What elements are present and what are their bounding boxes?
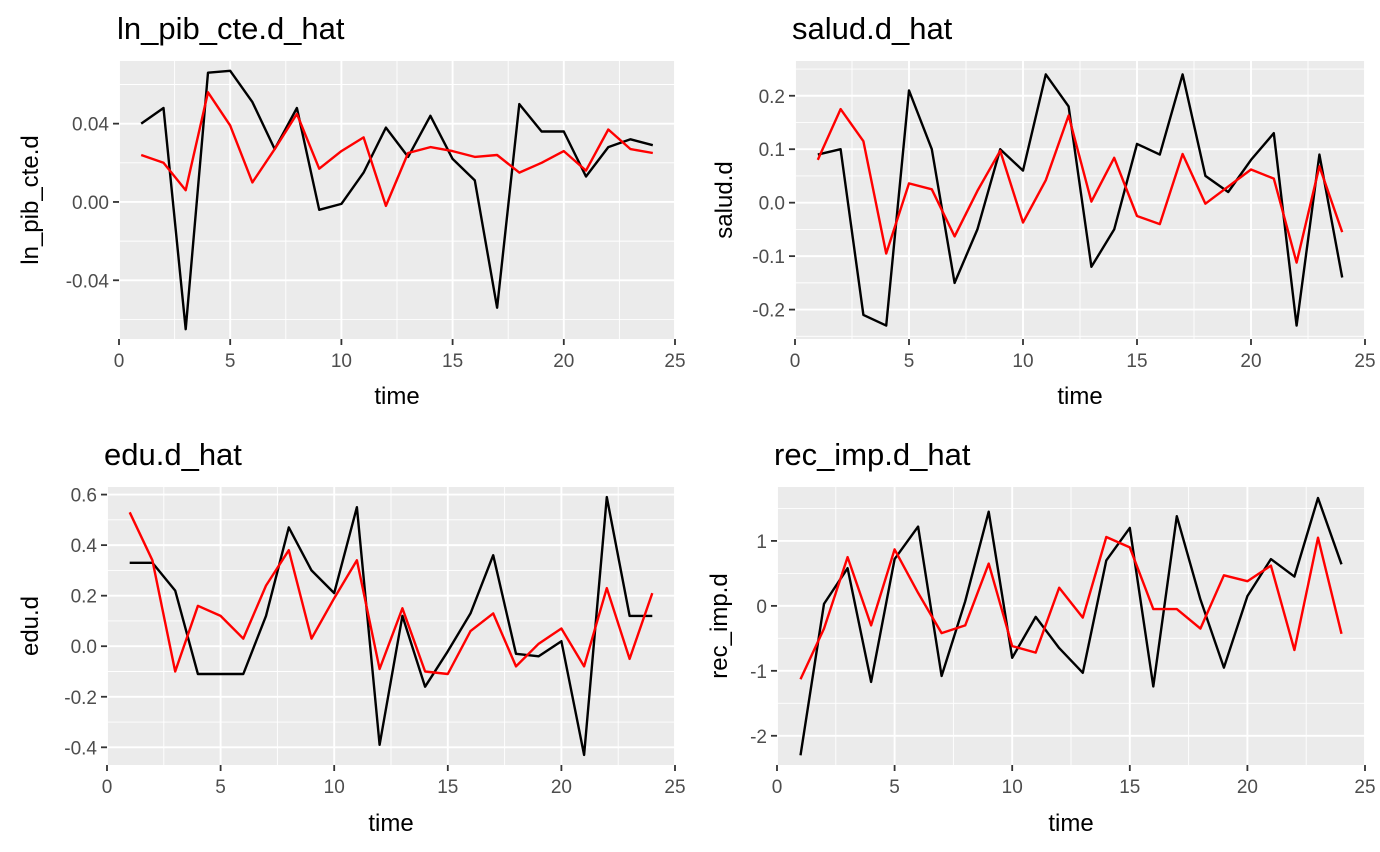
y-axis-title: edu.d xyxy=(17,596,44,656)
series-line-observed xyxy=(817,73,1344,327)
x-tick-label: 10 xyxy=(331,351,352,372)
x-tick-label: 10 xyxy=(1012,351,1033,372)
grid-lines xyxy=(118,61,676,339)
y-tick-label: 0.0 xyxy=(71,637,97,658)
panel-1: 0 5 10 15 20 25 -0.04 0.00 0.04 ln_pib_cte.d_hatt… xyxy=(17,11,686,410)
y-tick-label: -0.04 xyxy=(66,271,110,292)
panel-3: 0 5 10 15 20 25 -0.4 -0.2 0.0 0.2 0.4 0.6 edu.d_hatt… xyxy=(17,437,686,837)
x-axis-title: time xyxy=(1057,383,1102,410)
y-tick-label: 0.04 xyxy=(72,115,109,136)
panel-title: rec_imp.d_hat xyxy=(774,437,971,472)
y-tick-label: 0.6 xyxy=(71,486,97,507)
series-line-fitted xyxy=(128,511,654,676)
x-tick-label: 5 xyxy=(215,777,226,798)
x-axis-title: time xyxy=(374,383,419,410)
x-tick-label: 15 xyxy=(442,351,463,372)
x-tick-label: 5 xyxy=(904,351,915,372)
panel-title: ln_pib_cte.d_hat xyxy=(117,11,345,46)
y-tick-label: 0.0 xyxy=(759,194,785,215)
grid-lines xyxy=(106,487,676,765)
x-tick-label: 0 xyxy=(102,777,113,798)
grid-lines xyxy=(794,61,1366,339)
y-axis-title: rec_imp.d xyxy=(706,573,733,678)
x-tick-label: 20 xyxy=(551,777,572,798)
x-tick-label: 25 xyxy=(1354,777,1375,798)
y-tick-label: -2 xyxy=(750,727,767,748)
x-axis-title: time xyxy=(1048,810,1093,837)
grid-lines xyxy=(776,487,1366,765)
y-axis-title: salud.d xyxy=(711,161,738,238)
x-tick-label: 20 xyxy=(1240,351,1261,372)
y-axis-title: ln_pib_cte.d xyxy=(17,135,44,264)
x-tick-label: 0 xyxy=(114,351,125,372)
series-line-observed xyxy=(799,496,1343,756)
x-tick-label: 15 xyxy=(1119,777,1140,798)
y-tick-label: -0.1 xyxy=(752,247,785,268)
x-tick-label: 15 xyxy=(1126,351,1147,372)
x-tick-label: 25 xyxy=(664,351,685,372)
panel-2: 0 5 10 15 20 25 -0.2 -0.1 0.0 0.1 0.2 salud.d_hatti… xyxy=(711,11,1376,410)
x-tick-label: 0 xyxy=(790,351,801,372)
panel-title: edu.d_hat xyxy=(104,437,242,472)
x-tick-label: 25 xyxy=(1354,351,1375,372)
y-tick-label: -0.2 xyxy=(64,688,97,709)
x-tick-label: 5 xyxy=(889,777,900,798)
x-tick-label: 5 xyxy=(225,351,236,372)
x-tick-label: 10 xyxy=(324,777,345,798)
series-line-observed xyxy=(140,69,654,331)
y-tick-label: 0.1 xyxy=(759,140,785,161)
y-tick-label: 0.2 xyxy=(71,587,97,608)
y-tick-label: -1 xyxy=(750,662,767,683)
series-line-fitted xyxy=(799,535,1343,680)
y-tick-label: 1 xyxy=(756,532,767,553)
y-tick-label: 0.2 xyxy=(759,87,785,108)
series-line-observed xyxy=(129,495,653,757)
x-tick-label: 20 xyxy=(1237,777,1258,798)
x-tick-label: 10 xyxy=(1002,777,1023,798)
series-line-fitted xyxy=(140,91,654,208)
y-tick-label: -0.2 xyxy=(752,301,785,322)
series-line-fitted xyxy=(816,107,1344,264)
x-tick-label: 0 xyxy=(772,777,783,798)
y-tick-label: 0.4 xyxy=(71,536,98,557)
x-axis-title: time xyxy=(368,810,413,837)
x-tick-label: 15 xyxy=(437,777,458,798)
y-tick-label: -0.4 xyxy=(64,738,97,759)
y-tick-label: 0.00 xyxy=(72,193,109,214)
y-tick-label: 0 xyxy=(756,597,767,618)
panel-title: salud.d_hat xyxy=(792,11,953,46)
x-tick-label: 25 xyxy=(664,777,685,798)
x-tick-label: 20 xyxy=(553,351,574,372)
